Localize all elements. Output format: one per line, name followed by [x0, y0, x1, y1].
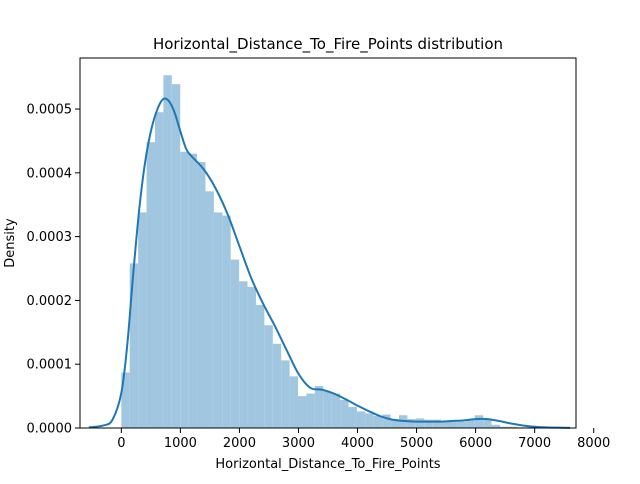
x-tick-label: 8000: [577, 436, 610, 451]
x-tick-label: 4000: [341, 436, 374, 451]
histogram-bar: [163, 75, 172, 428]
histogram-bar: [264, 325, 273, 428]
histogram-bar: [365, 413, 374, 428]
histogram-bar: [491, 424, 500, 428]
histogram-bar: [213, 212, 223, 428]
histogram-bar: [247, 287, 256, 428]
histogram-bar: [281, 360, 290, 428]
histogram-bar: [138, 212, 147, 428]
y-tick-label: 0.0001: [27, 358, 73, 373]
histogram-bar: [474, 415, 484, 428]
histogram-bar: [340, 399, 349, 428]
y-tick-label: 0.0002: [27, 294, 73, 309]
y-tick-label: 0.0003: [27, 230, 73, 245]
histogram-bar: [180, 151, 189, 428]
histogram-bar: [230, 259, 240, 428]
histogram-bar: [424, 419, 433, 428]
histogram-bar: [272, 343, 282, 428]
histogram-bar: [289, 376, 299, 428]
histogram-bar: [146, 142, 155, 428]
x-tick-label: 2000: [223, 436, 256, 451]
histogram-bar: [499, 426, 509, 428]
histogram-bar: [483, 418, 492, 428]
x-tick-label: 7000: [518, 436, 551, 451]
x-tick-label: 3000: [282, 436, 315, 451]
histogram-bar: [373, 415, 383, 428]
plot-frame: [79, 57, 577, 429]
histogram-bars: [121, 75, 543, 429]
histogram-bar: [331, 393, 341, 428]
histogram-bar: [382, 414, 391, 428]
x-axis-label: Horizontal_Distance_To_Fire_Points: [215, 457, 440, 472]
histogram-bar: [188, 153, 198, 428]
y-axis-ticks: 0.0000 0.0001 0.0002 0.0003 0.0004 0.0005: [27, 103, 80, 437]
histogram-bar: [415, 418, 425, 428]
y-tick-label: 0.0000: [27, 422, 73, 437]
histogram-bar: [348, 406, 357, 428]
histogram-bar: [239, 281, 248, 428]
histogram-bar: [466, 420, 475, 428]
histogram-bar: [508, 426, 517, 428]
histogram-bar: [356, 411, 366, 428]
histogram-bar: [255, 304, 265, 428]
histogram-bar: [306, 393, 315, 428]
histogram-bar: [407, 419, 416, 428]
histogram-bar: [171, 84, 181, 428]
kde-curve: [88, 97, 571, 429]
histogram-bar: [129, 263, 139, 428]
histogram-bar: [323, 391, 332, 428]
histogram-bar: [449, 421, 458, 428]
histogram-bar: [154, 112, 164, 428]
y-tick-label: 0.0004: [27, 166, 73, 181]
histogram-bar: [314, 385, 324, 428]
y-tick-label: 0.0005: [27, 103, 73, 118]
y-axis-label: Density: [3, 218, 18, 268]
x-axis-ticks: 0 1000 2000 3000 4000 5000 6000 7000 8000: [117, 428, 610, 451]
histogram-bar: [298, 396, 307, 428]
x-tick-label: 5000: [400, 436, 433, 451]
histogram-bar: [205, 191, 214, 428]
x-tick-label: 1000: [164, 436, 197, 451]
histogram-bar: [222, 215, 231, 428]
histogram-bar: [197, 161, 206, 429]
histogram-bar: [390, 419, 399, 428]
histogram-bar: [432, 419, 442, 428]
chart-title: Horizontal_Distance_To_Fire_Points distr…: [153, 35, 503, 54]
x-tick-label: 0: [117, 436, 125, 451]
histogram-bar: [441, 421, 450, 428]
histogram-bar: [457, 421, 467, 428]
histogram-bar: [121, 372, 130, 428]
x-tick-label: 6000: [459, 436, 492, 451]
